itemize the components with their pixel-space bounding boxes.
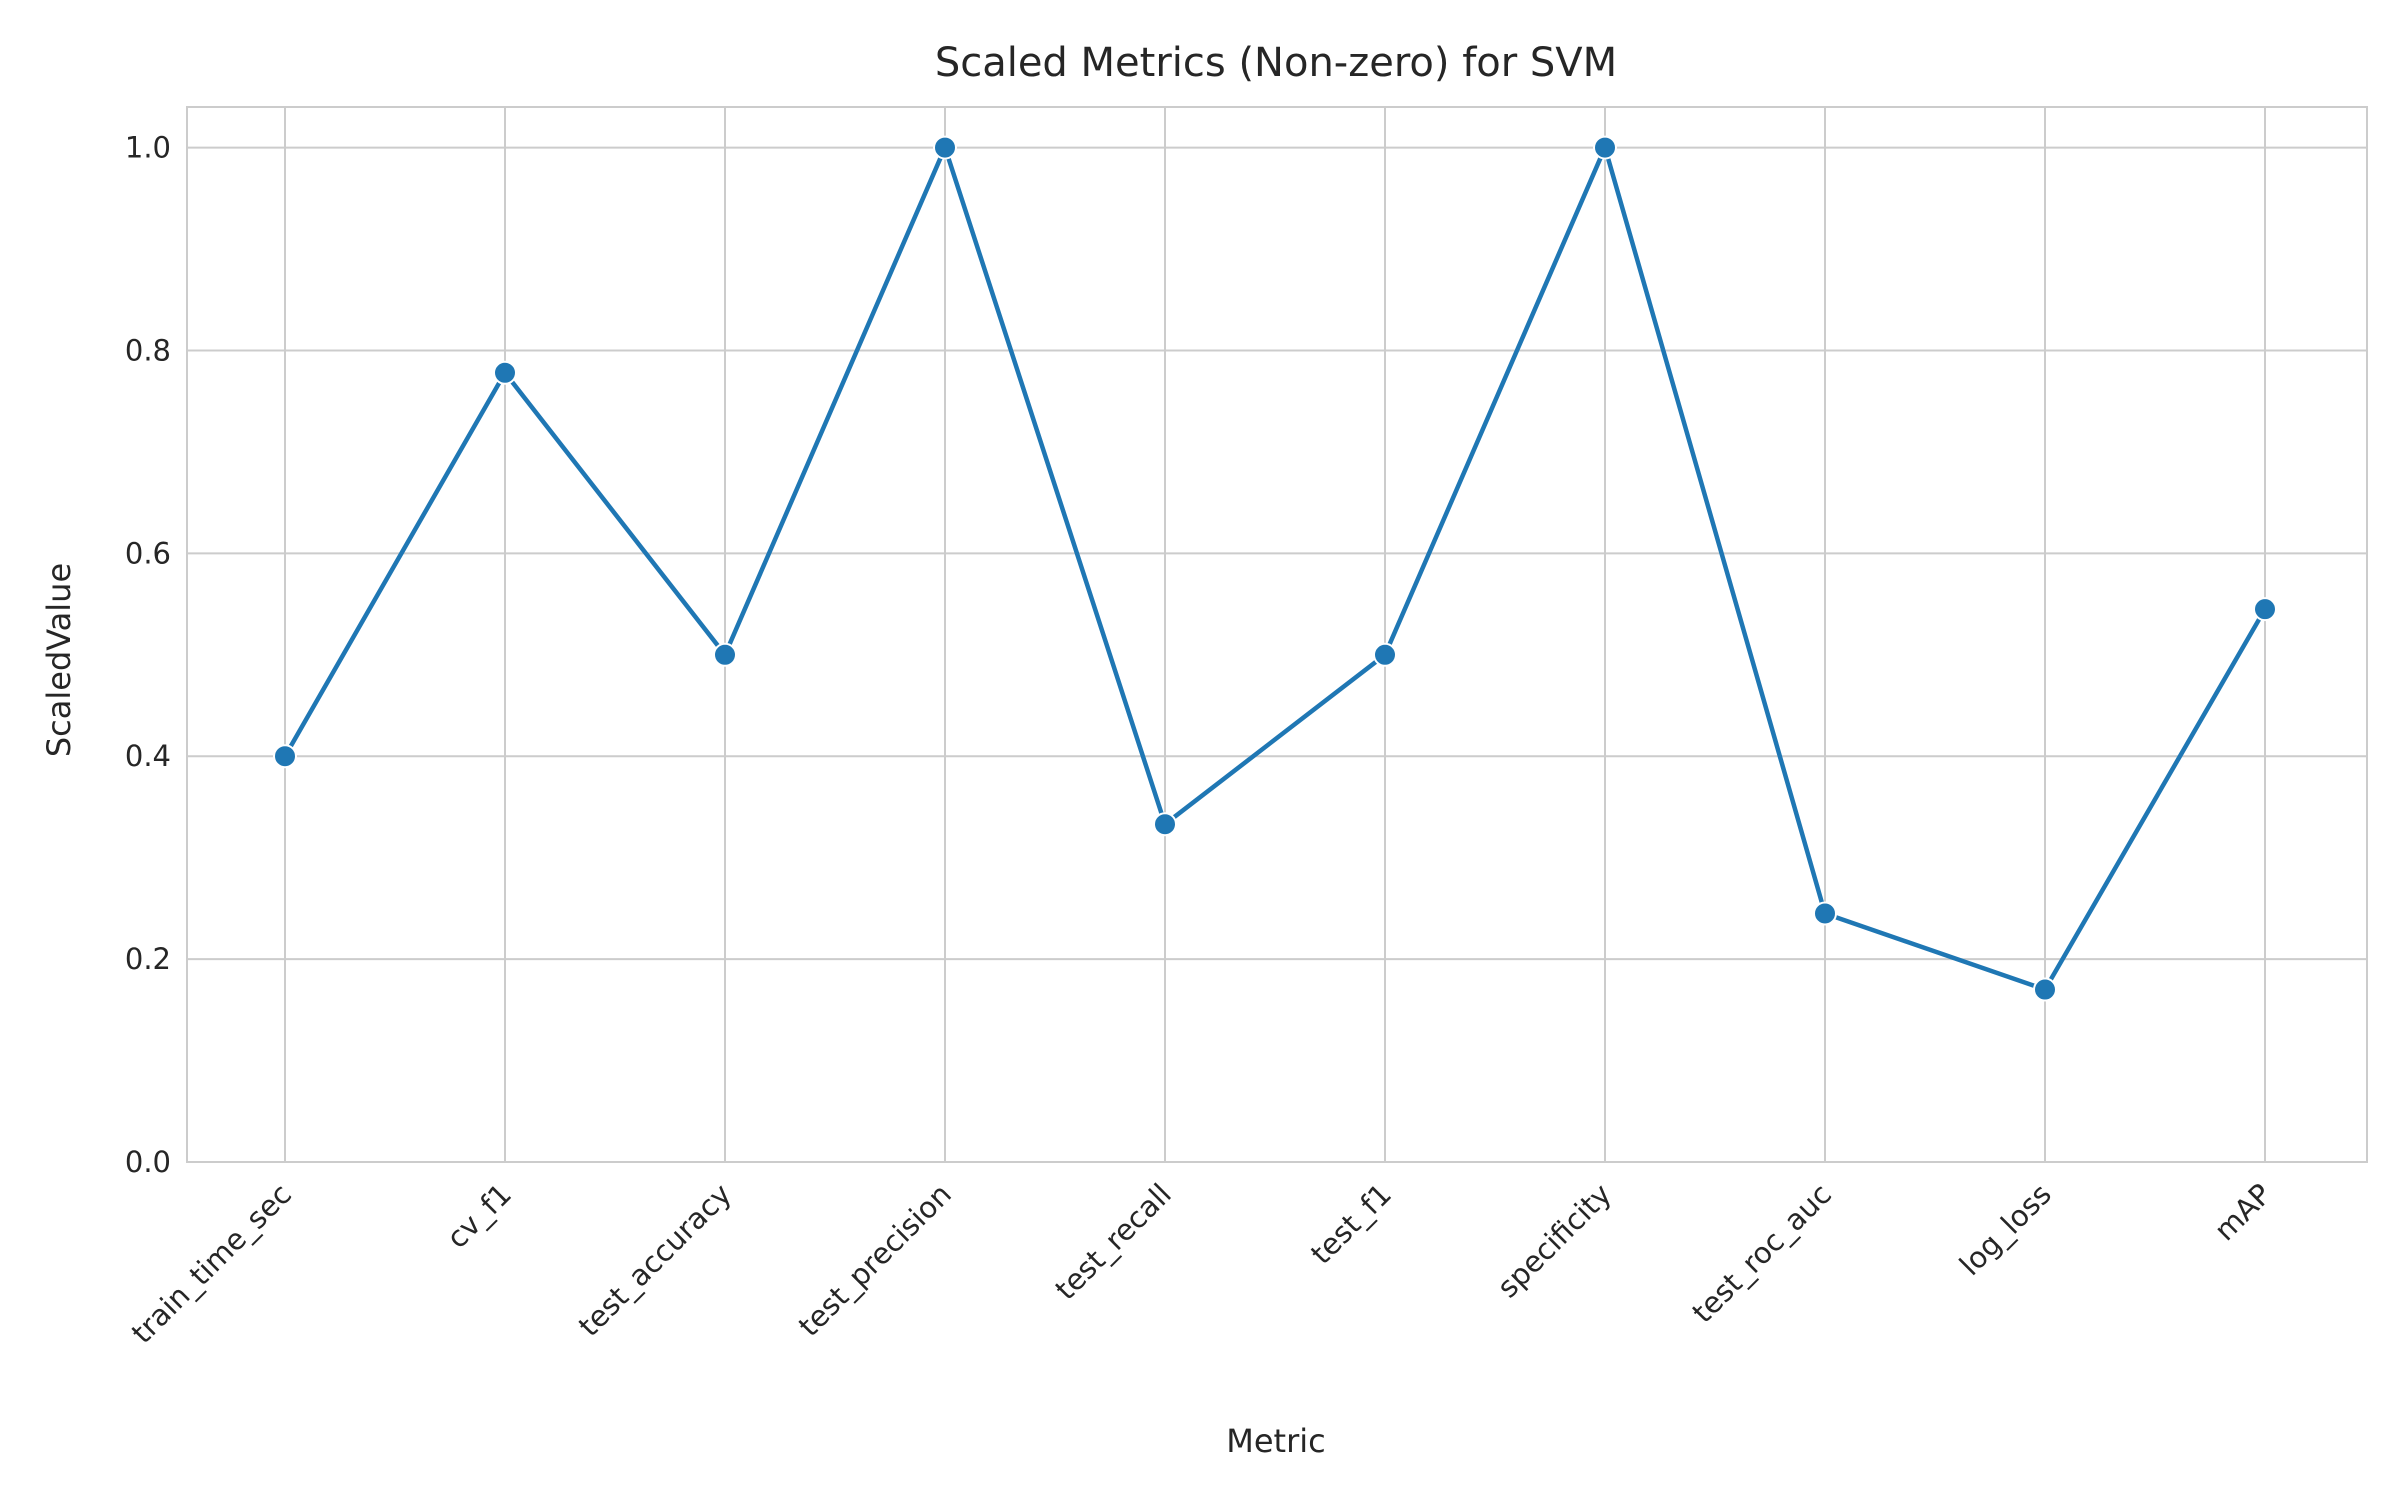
y-tick-label: 0.4 [125,739,171,773]
data-point [1593,135,1617,160]
data-point [713,642,737,667]
y-axis-title: ScaledValue [40,563,78,757]
series-line [283,145,2267,992]
series-markers [273,135,2277,1002]
chart-title: Scaled Metrics (Non-zero) for SVM [935,40,1617,86]
data-point [2033,977,2057,1002]
data-point [273,744,297,769]
x-axis-title: Metric [1226,1422,1325,1460]
data-point [933,135,957,160]
plot-area-frame [186,106,2368,1163]
y-axis-tick-labels: 0.0 0.2 0.4 0.6 0.8 1.0 [125,131,171,1179]
y-tick-label: 0.0 [125,1145,171,1179]
data-point [1153,812,1177,837]
y-tick-label: 0.2 [125,942,171,976]
data-point [1813,901,1837,926]
data-point [2253,597,2277,622]
y-tick-label: 0.8 [125,333,171,367]
y-tick-label: 0.6 [125,536,171,570]
data-point [1373,642,1397,667]
y-tick-label: 1.0 [125,131,171,165]
data-point [493,360,517,385]
x-gridlines [284,107,2266,1162]
